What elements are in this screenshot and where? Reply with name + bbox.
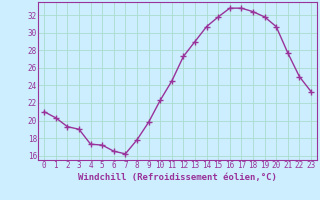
X-axis label: Windchill (Refroidissement éolien,°C): Windchill (Refroidissement éolien,°C) [78, 173, 277, 182]
